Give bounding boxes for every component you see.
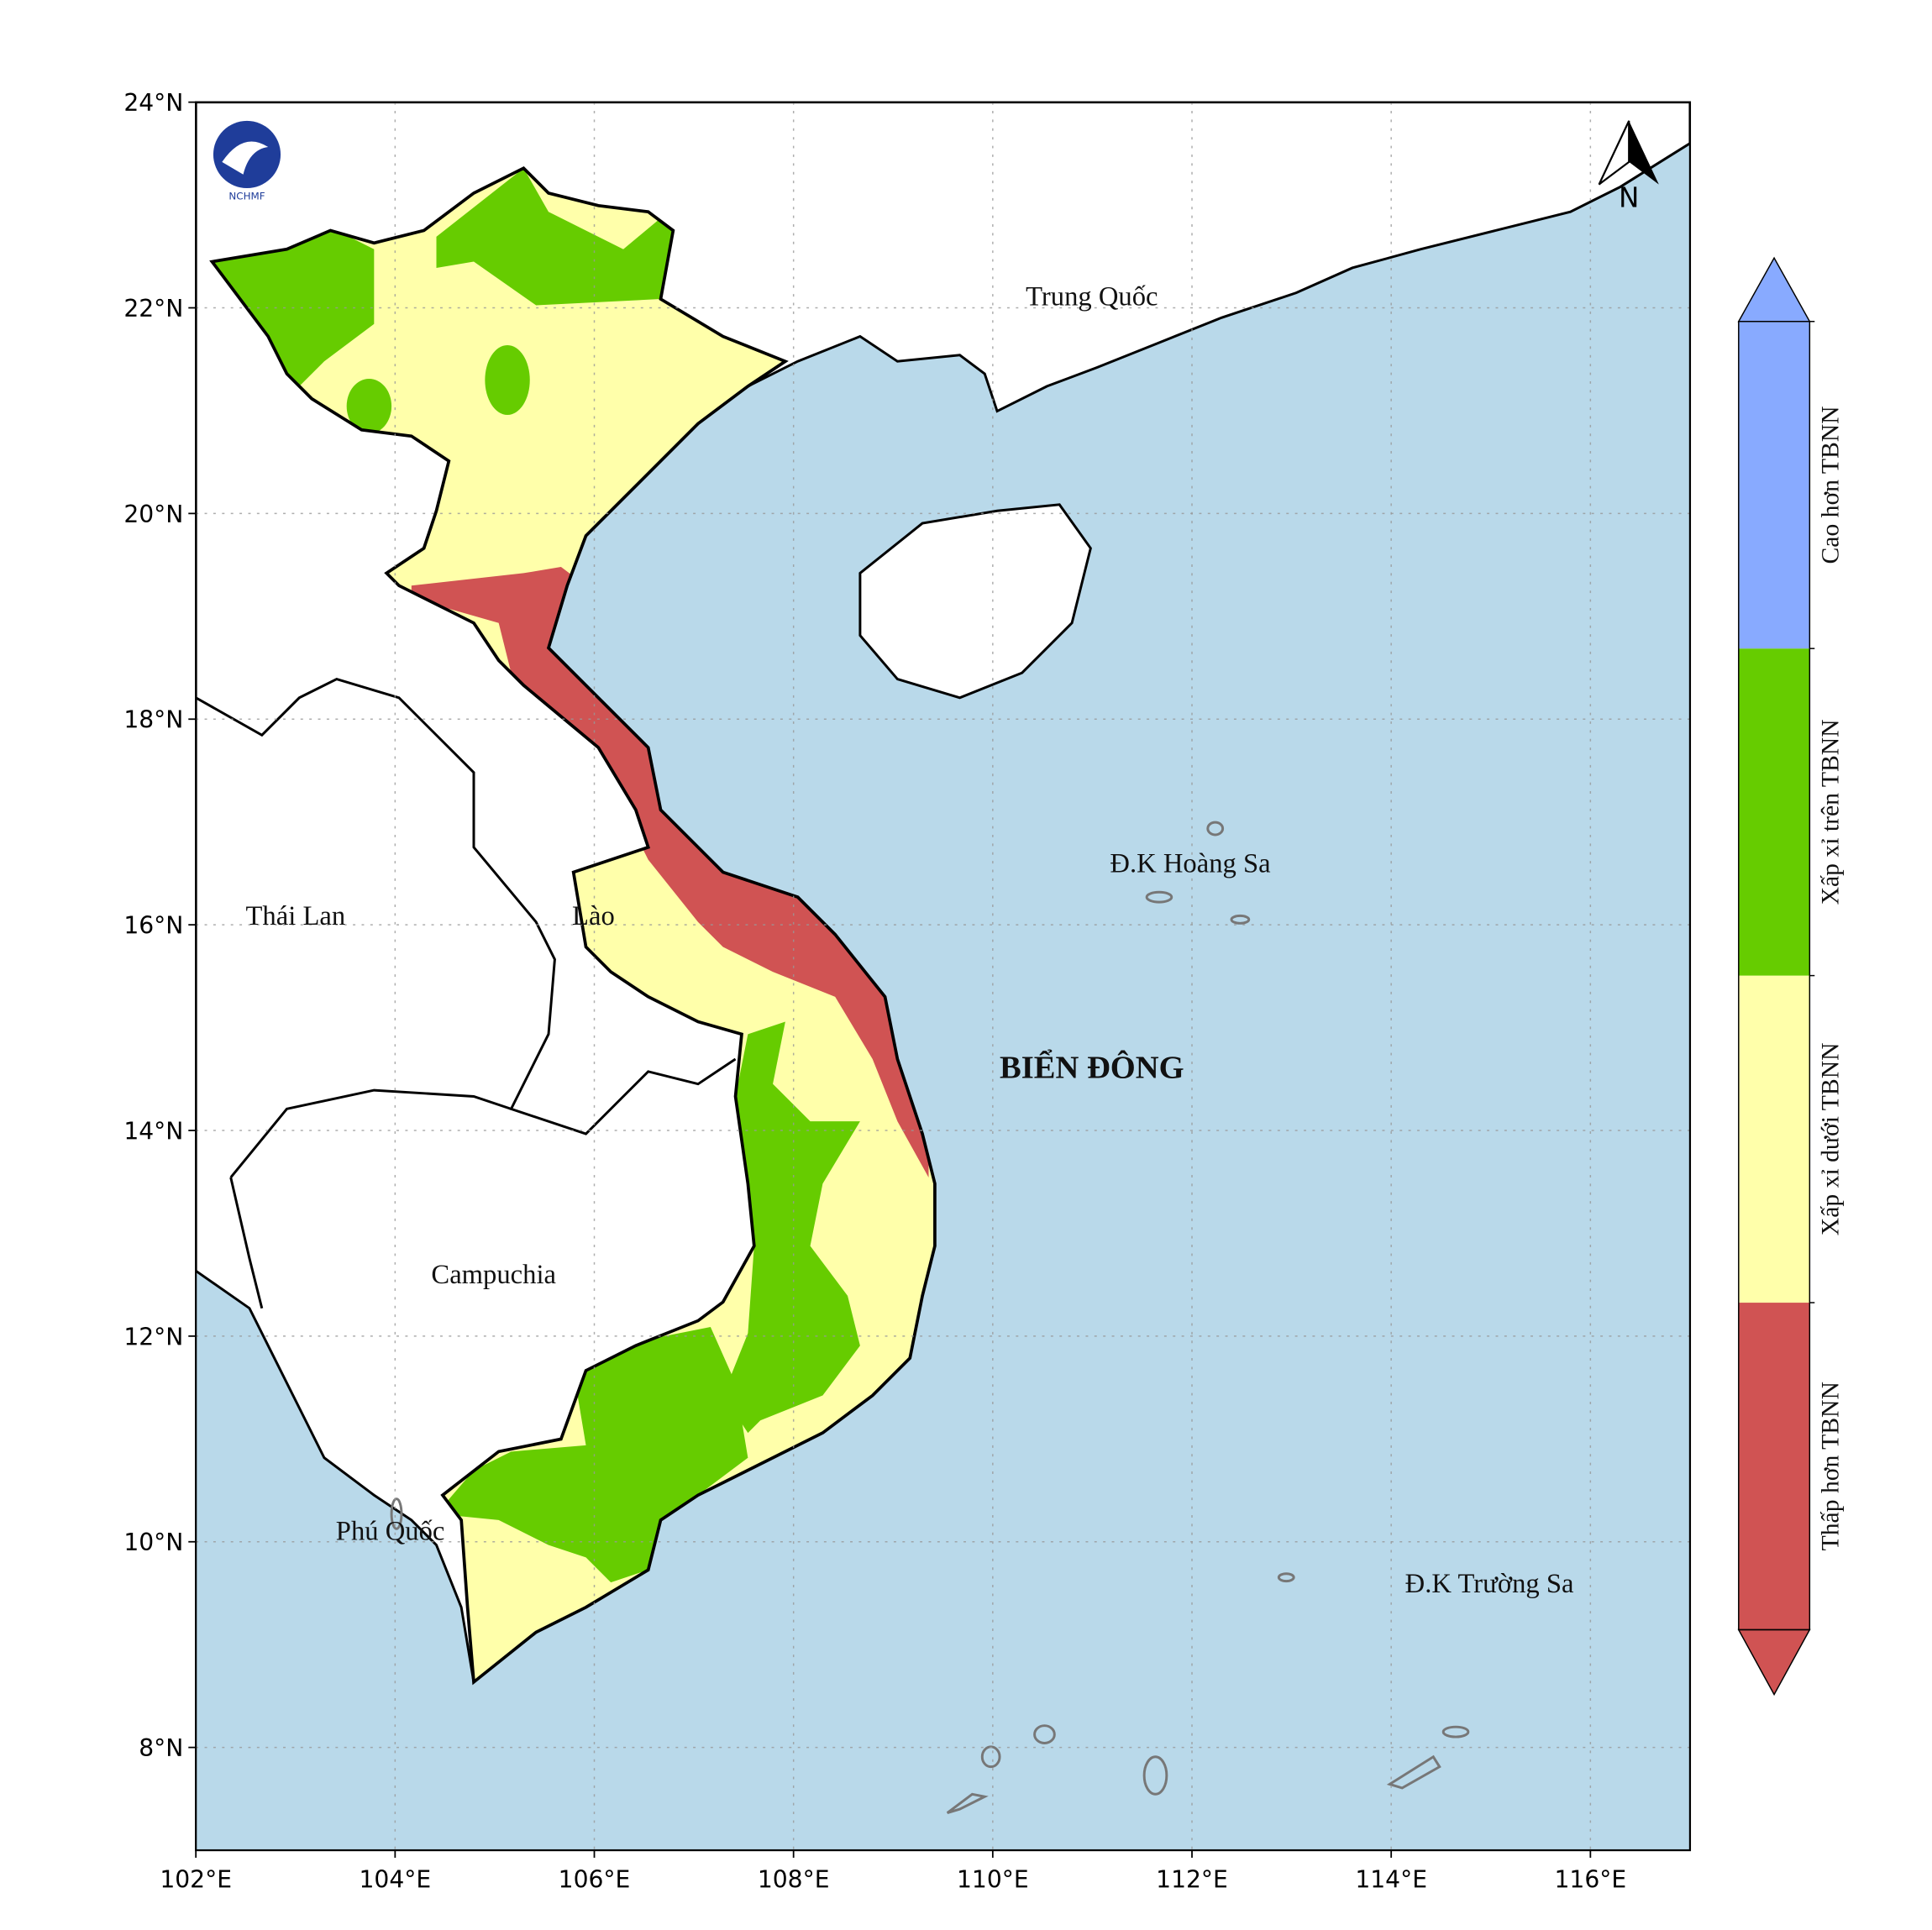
legend-swatch: [1738, 321, 1810, 649]
zone: [212, 224, 375, 386]
y-tick-label: 14°N: [123, 1117, 183, 1145]
logo-wave: [222, 141, 269, 175]
islands: [390, 821, 1470, 1814]
x-tick-label: 112°E: [1156, 1866, 1228, 1894]
frame: [195, 101, 1692, 1852]
legend-label: Xấp xỉ dưới TBNN: [1817, 1042, 1844, 1235]
hainan: [858, 503, 1092, 700]
legend-label: Xấp xỉ trên TBNN: [1817, 719, 1844, 905]
border: [229, 1088, 512, 1178]
zone: [346, 378, 392, 434]
y-tick-label: 20°N: [123, 501, 183, 528]
grid: 102°E 104°E 106°E 108°E 110°E 112°E 114°E 116°E…: [123, 89, 1690, 1894]
zone: [436, 1326, 748, 1583]
zone: [485, 344, 530, 416]
place-label: Đ.K Hoàng Sa: [1110, 848, 1271, 878]
place-label: Thái Lan: [246, 901, 346, 931]
y-tick-label: 10°N: [123, 1529, 183, 1556]
legend: Thấp hơn TBNN Xấp xỉ dưới TBNN Xấp xỉ trên…: [1737, 256, 1844, 1697]
logo: NCHMF: [213, 120, 281, 202]
legend-extend-high: [1737, 256, 1811, 323]
border: [229, 1177, 264, 1309]
place-label: Phú Quốc: [336, 1517, 445, 1547]
place-label: Đ.K Trường Sa: [1405, 1569, 1574, 1599]
logo-text: NCHMF: [228, 190, 265, 202]
x-tick-label: 114°E: [1355, 1866, 1427, 1894]
y-tick-label: 22°N: [123, 295, 183, 323]
zone: [436, 168, 680, 306]
place-label: Campuchia: [431, 1260, 556, 1290]
x-tick-label: 110°E: [957, 1866, 1029, 1894]
x-tick-label: 116°E: [1555, 1866, 1627, 1894]
x-tick-label: 102°E: [160, 1866, 232, 1894]
legend-frame: [1738, 321, 1811, 1631]
legend-label: Cao hơn TBNN: [1817, 406, 1844, 564]
legend-label: Thấp hơn TBNN: [1817, 1382, 1844, 1550]
sea-label: BIỂN ĐÔNG: [1000, 1049, 1184, 1085]
y-tick-label: 12°N: [123, 1323, 183, 1350]
y-tick-label: 18°N: [123, 706, 183, 734]
x-tick-label: 104°E: [360, 1866, 432, 1894]
north-arrow: N: [1598, 120, 1659, 213]
y-tick-label: 8°N: [139, 1734, 183, 1762]
y-tick-label: 16°N: [123, 912, 183, 940]
legend-swatch: [1738, 1303, 1810, 1630]
map-area: [196, 102, 1690, 1851]
x-tick-label: 108°E: [758, 1866, 830, 1894]
place-label: Trung Quốc: [1026, 281, 1158, 312]
legend-swatch: [1738, 975, 1810, 1303]
x-tick-label: 106°E: [559, 1866, 631, 1894]
zone: [411, 567, 929, 1177]
zone: [722, 1021, 860, 1434]
y-tick-label: 24°N: [123, 89, 183, 117]
north-label: N: [1619, 181, 1639, 213]
border: [196, 677, 737, 1135]
place-label: Lào: [572, 901, 615, 931]
legend-swatch: [1738, 648, 1810, 976]
legend-extend-low: [1737, 1628, 1811, 1697]
